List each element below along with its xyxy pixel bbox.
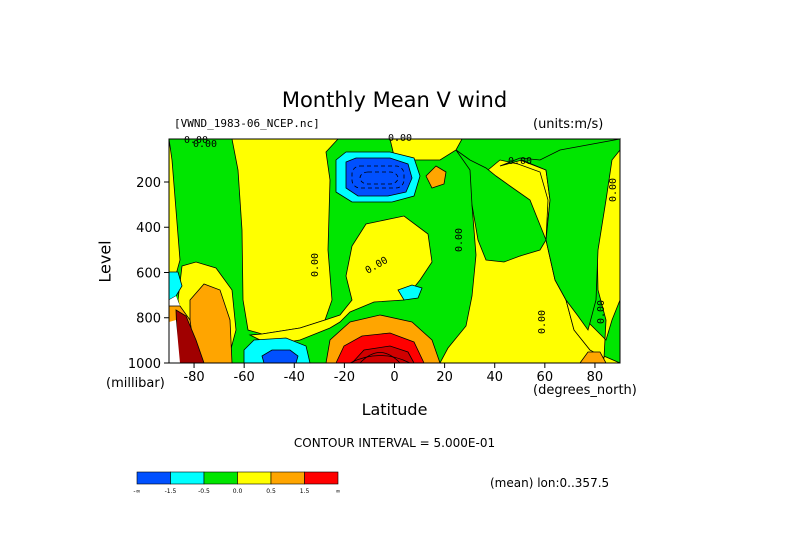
shade-missing-polar [169, 320, 180, 363]
legend-swatch [237, 471, 272, 485]
contour-lines [349, 165, 411, 364]
x-tick-label: 80 [587, 370, 604, 385]
shade-cyan-small [397, 284, 423, 301]
legend-swatch [270, 471, 305, 485]
x-axis-units: (degrees_north) [533, 383, 637, 398]
shade-orange-upper [425, 165, 447, 189]
contour-negative-1 [359, 171, 399, 185]
contour-label: 0.00 [608, 178, 619, 202]
legend-swatch [136, 471, 171, 485]
y-tick-label: 200 [136, 176, 161, 191]
shade-negative-weak-inner-1 [455, 149, 547, 263]
contour-label: 0.00 [508, 156, 532, 167]
x-tick-label: 60 [537, 370, 554, 385]
contour-label: 0.00 [193, 139, 217, 150]
legend-label: -∞ [133, 488, 140, 495]
shade-blue-upper [345, 157, 413, 197]
dataset-label: [VWND_1983-06_NCEP.nc] [174, 117, 320, 130]
x-tick-label: -80 [183, 370, 204, 385]
y-tick-label: 1000 [128, 357, 161, 372]
y-axis-label: Level [95, 240, 115, 283]
legend-label: 0.0 [233, 488, 243, 495]
x-tick-label: 0 [390, 370, 398, 385]
contour-positive-0 [349, 355, 411, 364]
contour-label: 0.00 [537, 310, 548, 334]
legend-swatch [170, 471, 205, 485]
y-tick-label: 800 [136, 312, 161, 327]
contour-label: 0.00 [388, 133, 412, 144]
y-axis: 200 400 600 800 1000 [128, 176, 169, 372]
y-tick-label: 600 [136, 266, 161, 281]
legend-swatch [304, 471, 339, 485]
legend-swatch [203, 471, 238, 485]
contour-label: 0.00 [310, 253, 321, 277]
units-label: (units:m/s) [533, 117, 604, 132]
x-tick-label: -60 [234, 370, 255, 385]
contour-label: 0.00 [596, 300, 607, 324]
x-tick-label: -20 [334, 370, 355, 385]
x-tick-label: 40 [486, 370, 503, 385]
legend-label: 1.5 [300, 488, 310, 495]
y-tick-label: 400 [136, 221, 161, 236]
legend-label: -0.5 [198, 488, 210, 495]
x-axis-label: Latitude [361, 400, 428, 419]
contour-label: 0.00 [454, 228, 465, 252]
contour-field [168, 137, 621, 364]
y-axis-units: (millibar) [106, 376, 165, 391]
mean-note: (mean) lon:0..357.5 [490, 476, 610, 490]
color-legend: -∞ -1.5 -0.5 0.0 0.5 1.5 ∞ [133, 471, 341, 495]
contour-interval-text: CONTOUR INTERVAL = 5.000E-01 [293, 436, 496, 450]
legend-label: 0.5 [266, 488, 276, 495]
x-tick-label: 20 [436, 370, 453, 385]
shade-negative-weak-inner-0 [499, 138, 621, 331]
x-tick-label: -40 [284, 370, 305, 385]
contour-negative-0 [351, 165, 405, 189]
legend-label: ∞ [336, 488, 341, 495]
legend-label: -1.5 [165, 488, 177, 495]
x-axis: -80 -60 -40 -20 0 20 40 60 80 [183, 363, 603, 385]
shade-positive-island-0 [248, 215, 433, 346]
contour-label: 0.00 [184, 135, 208, 146]
chart-title: Monthly Mean V wind [281, 88, 508, 112]
contour-positive-1 [359, 352, 401, 364]
